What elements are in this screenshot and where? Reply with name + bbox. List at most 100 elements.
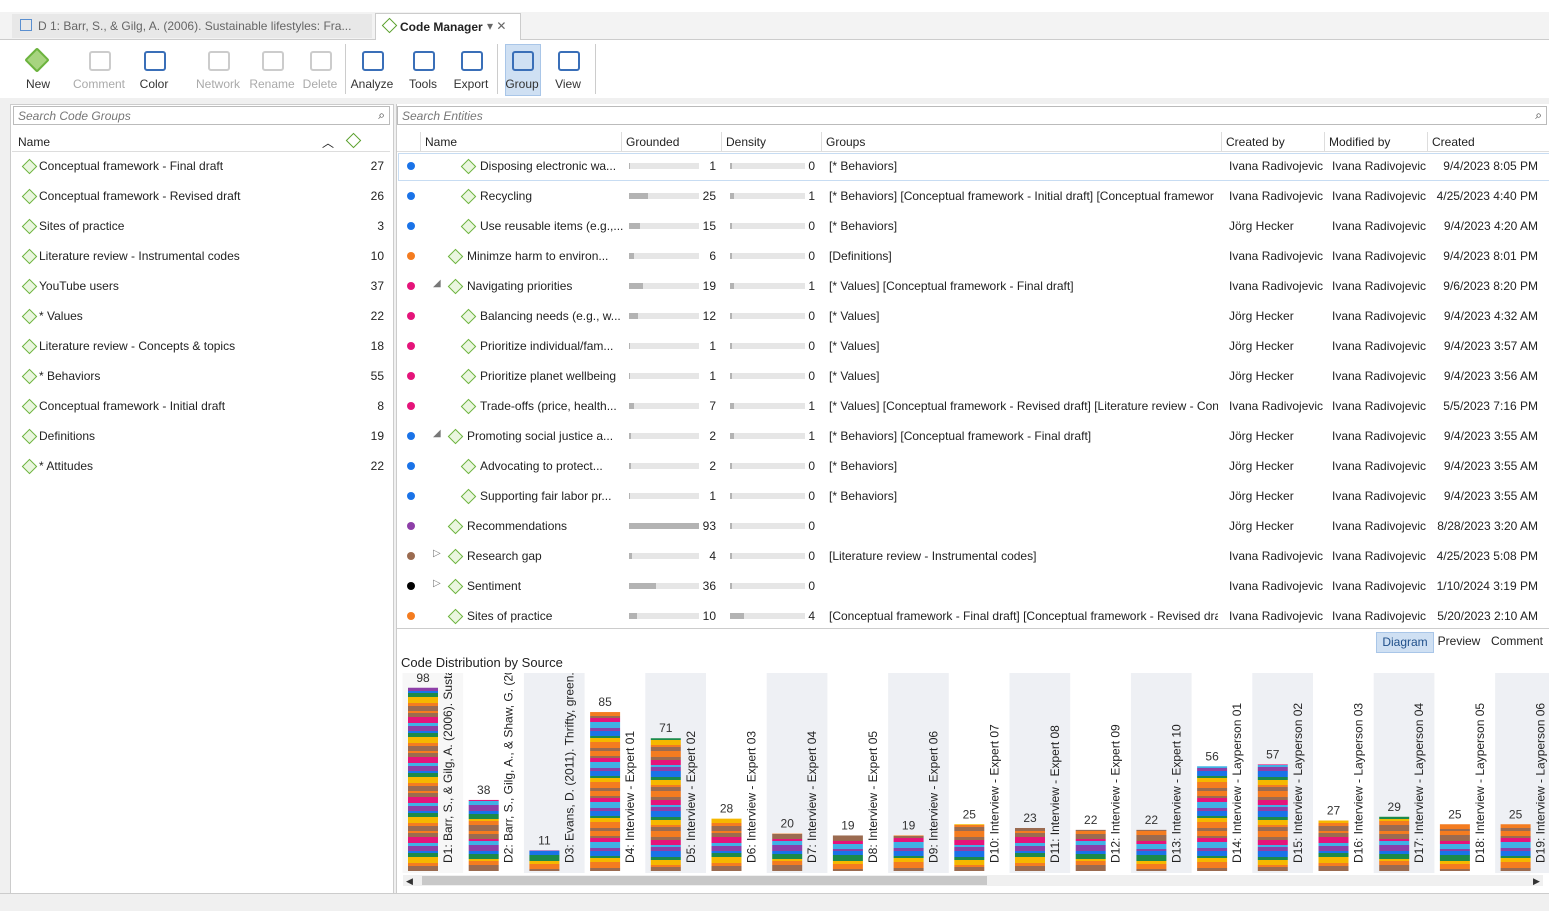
- column-header[interactable]: Density: [726, 135, 767, 149]
- group-name[interactable]: Literature review - Instrumental codes: [39, 249, 240, 263]
- group-name[interactable]: Conceptual framework - Initial draft: [39, 399, 226, 413]
- bar: [772, 833, 803, 871]
- tab-active[interactable]: Code Manager ▾ ✕: [375, 13, 521, 40]
- value-label: 19: [902, 818, 916, 832]
- column-header[interactable]: Created by: [1226, 135, 1285, 149]
- code-name[interactable]: Prioritize individual/fam...: [480, 339, 614, 353]
- code-name[interactable]: Trade-offs (price, health...: [480, 399, 617, 413]
- code-name[interactable]: Sites of practice: [467, 609, 553, 623]
- code-name[interactable]: Prioritize planet wellbeing: [480, 369, 617, 383]
- x-tick-label: D14: Interview - Layperson 01: [1230, 703, 1244, 863]
- modified-by: Ivana Radivojevic: [1332, 219, 1427, 233]
- group-name[interactable]: Literature review - Concepts & topics: [39, 339, 236, 353]
- group-name[interactable]: YouTube users: [39, 279, 119, 293]
- toolbar-label[interactable]: Export: [453, 77, 489, 91]
- view-tab[interactable]: Comment: [1490, 634, 1543, 648]
- code-name[interactable]: Promoting social justice a...: [467, 429, 614, 443]
- grounded-value: 1: [709, 369, 716, 383]
- expander[interactable]: ▷: [433, 578, 441, 589]
- code-name[interactable]: Disposing electronic wa...: [480, 159, 617, 173]
- column-header[interactable]: Created: [1432, 135, 1475, 149]
- view-tab[interactable]: Diagram: [1376, 632, 1434, 653]
- expander[interactable]: ▷: [433, 548, 441, 559]
- created-by: Jörg Hecker: [1229, 339, 1294, 353]
- group-name[interactable]: * Attitudes: [39, 459, 94, 473]
- tab[interactable]: D 1: Barr, S., & Gilg, A. (2006). Sustai…: [12, 14, 372, 38]
- toolbar-label[interactable]: Network: [195, 77, 241, 91]
- expander[interactable]: ◢: [433, 278, 441, 289]
- created-by: Ivana Radivojevic: [1229, 159, 1324, 173]
- group-count: 26: [370, 189, 384, 203]
- created: 8/28/2023 3:20 AM: [1437, 519, 1538, 533]
- group-name[interactable]: Conceptual framework - Final draft: [39, 159, 224, 173]
- group-name[interactable]: Definitions: [39, 429, 96, 443]
- toolbar-label[interactable]: Tools: [408, 77, 438, 91]
- grounded-track: [629, 493, 699, 499]
- code-name[interactable]: Navigating priorities: [467, 279, 573, 293]
- code-name[interactable]: Advocating to protect...: [480, 459, 603, 473]
- grounded-track: [629, 313, 699, 319]
- group-name[interactable]: Conceptual framework - Revised draft: [39, 189, 241, 203]
- column-header[interactable]: Grounded: [626, 135, 680, 149]
- color-dot: [407, 192, 415, 200]
- created-by: Jörg Hecker: [1229, 489, 1294, 503]
- toolbar-icon: [89, 51, 111, 71]
- toolbar-label[interactable]: Comment: [72, 77, 126, 91]
- toolbar-label[interactable]: Group: [505, 77, 539, 91]
- modified-by: Ivana Radivojevic: [1332, 519, 1427, 533]
- density-bar: [730, 403, 734, 409]
- density-bar: [730, 163, 732, 169]
- group-name[interactable]: * Values: [39, 309, 83, 323]
- scroll-right[interactable]: ▶: [1533, 876, 1540, 886]
- x-tick-label: D1: Barr, S., & Gilg, A. (2006). Susta..…: [441, 673, 455, 863]
- column-header[interactable]: Modified by: [1329, 135, 1391, 149]
- toolbar-label[interactable]: New: [25, 77, 51, 91]
- toolbar-label[interactable]: Color: [139, 77, 169, 91]
- group-name[interactable]: Sites of practice: [39, 219, 125, 233]
- expander[interactable]: ◢: [433, 428, 441, 439]
- toolbar-label[interactable]: Delete: [302, 77, 338, 91]
- search-box[interactable]: Search Entities ⌕: [397, 106, 1547, 125]
- grounded-bar: [629, 193, 648, 199]
- value-label: 25: [1448, 807, 1462, 821]
- code-name[interactable]: Balancing needs (e.g., w...: [480, 309, 621, 323]
- view-tab[interactable]: Preview: [1437, 634, 1481, 648]
- search-box[interactable]: Search Code Groups ⌕: [13, 106, 390, 125]
- code-name[interactable]: Minimze harm to environ...: [467, 249, 609, 263]
- x-tick-label: D12: Interview - Expert 09: [1109, 724, 1123, 863]
- toolbar-label[interactable]: Analyze: [350, 77, 394, 91]
- tab-close[interactable]: ▾ ✕: [487, 19, 507, 33]
- bar: [529, 850, 560, 871]
- column-separator: [721, 132, 722, 151]
- color-dot: [407, 282, 415, 290]
- toolbar-label[interactable]: View: [555, 77, 581, 91]
- x-tick-label: D5: Interview - Expert 02: [684, 731, 698, 863]
- code-name[interactable]: Recycling: [480, 189, 533, 203]
- x-tick-label: D13: Interview - Expert 10: [1169, 724, 1183, 863]
- density-value: 0: [808, 339, 815, 353]
- density-track: [730, 463, 805, 469]
- bar: [1136, 829, 1167, 871]
- group-name[interactable]: * Behaviors: [39, 369, 101, 383]
- scrollbar-thumb[interactable]: [422, 876, 987, 885]
- density-value: 1: [808, 189, 815, 203]
- header: Name Grounded Density Groups Created by Modif…: [397, 132, 1549, 152]
- toolbar-label[interactable]: Rename: [249, 77, 295, 91]
- code-name[interactable]: Research gap: [467, 549, 542, 563]
- created: 9/4/2023 3:56 AM: [1443, 369, 1538, 383]
- modified-by: Ivana Radivojevic: [1332, 579, 1427, 593]
- code-name[interactable]: Use reusable items (e.g.,...: [480, 219, 624, 233]
- code-name[interactable]: Supporting fair labor pr...: [480, 489, 612, 503]
- code-name[interactable]: Recommendations: [467, 519, 568, 533]
- grounded-value: 7: [709, 399, 716, 413]
- x-tick-label: D17: Interview - Layperson 04: [1412, 703, 1426, 863]
- density-track: [730, 583, 805, 589]
- density-value: 4: [808, 609, 815, 623]
- scroll-left[interactable]: ◀: [406, 876, 413, 886]
- column-header[interactable]: Name: [18, 135, 51, 149]
- grounded-track: [629, 283, 699, 289]
- code-name[interactable]: Sentiment: [467, 579, 522, 593]
- column-header[interactable]: Name: [425, 135, 458, 149]
- toolbar-icon: [461, 51, 483, 71]
- column-header[interactable]: Groups: [826, 135, 866, 149]
